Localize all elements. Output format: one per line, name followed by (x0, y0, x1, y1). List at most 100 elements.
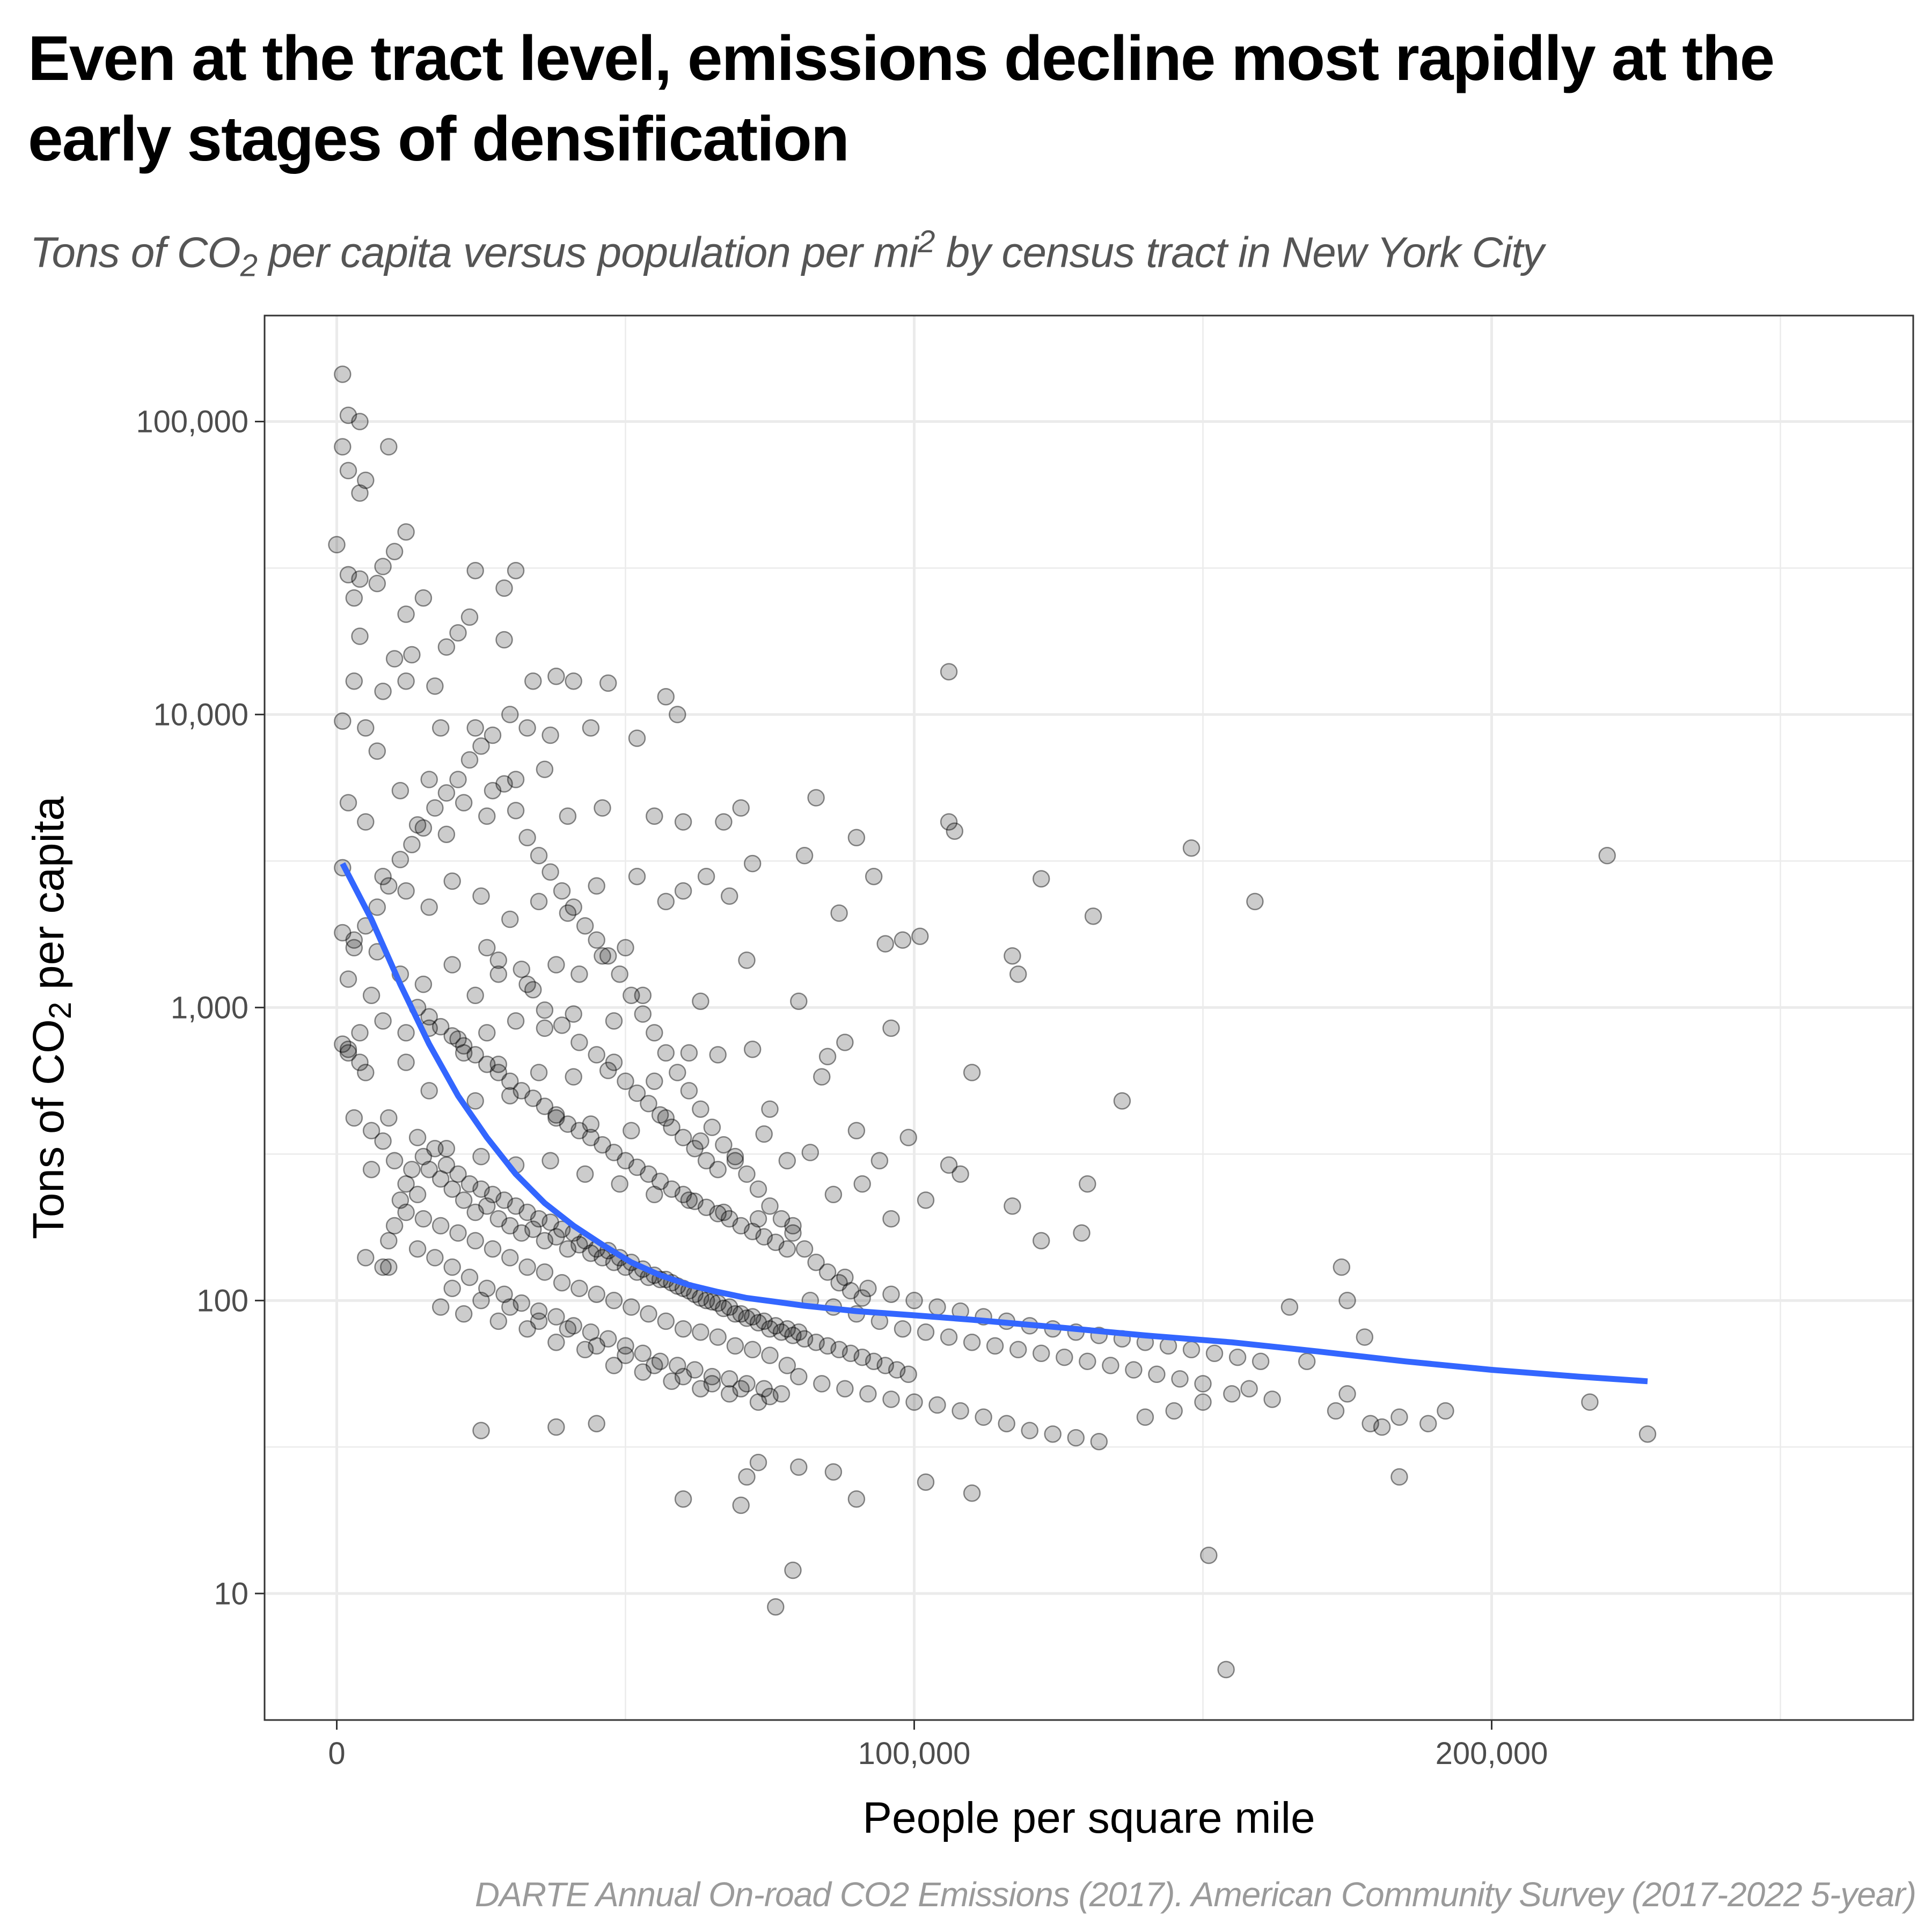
data-point (697, 1152, 715, 1170)
data-point (513, 1082, 531, 1100)
data-point (501, 706, 519, 723)
data-point (460, 1268, 479, 1286)
data-point (680, 1191, 698, 1209)
data-point (420, 1008, 438, 1026)
data-point (455, 1191, 473, 1209)
data-point (374, 1012, 392, 1030)
y-tick-label: 100,000 (136, 404, 248, 439)
data-point (1333, 1258, 1351, 1276)
data-point (530, 892, 548, 911)
data-point (541, 1152, 559, 1170)
data-point (345, 931, 363, 949)
data-point (565, 898, 582, 916)
data-point (697, 1198, 715, 1216)
data-point (1113, 1092, 1131, 1110)
data-point (570, 1236, 588, 1254)
data-points (328, 365, 1657, 1679)
data-point (466, 1232, 484, 1250)
data-point (484, 781, 502, 800)
data-point (1246, 892, 1264, 911)
data-point (380, 877, 398, 895)
data-point (755, 1312, 773, 1330)
data-point (380, 1232, 398, 1250)
data-point (397, 523, 415, 541)
data-point (720, 1298, 738, 1316)
data-point (420, 1082, 438, 1100)
data-point (623, 1122, 640, 1140)
data-point (582, 719, 600, 737)
data-point (876, 935, 894, 953)
data-point (495, 775, 513, 793)
data-point (767, 1598, 785, 1616)
data-point (547, 1418, 565, 1436)
data-point (530, 1302, 548, 1320)
data-point (795, 1240, 814, 1258)
data-point (414, 975, 433, 993)
data-point (726, 1337, 744, 1355)
data-point (518, 829, 536, 847)
data-point (443, 1279, 461, 1297)
data-point (732, 1305, 750, 1323)
data-point (611, 965, 628, 983)
data-point (738, 952, 756, 969)
data-point (559, 807, 577, 825)
data-point (1182, 1341, 1201, 1359)
y-axis: 10 100 1,000 10,000 100,000 (136, 404, 265, 1611)
data-point (1090, 1432, 1108, 1451)
data-point (628, 729, 646, 747)
y-tick-label: 1,000 (171, 990, 248, 1025)
data-point (894, 931, 912, 949)
data-point (836, 1034, 854, 1051)
data-point (437, 825, 456, 843)
data-point (726, 1147, 744, 1166)
data-point (888, 1361, 906, 1379)
data-point (513, 1294, 531, 1312)
data-point (847, 1490, 866, 1508)
data-point (518, 1203, 536, 1221)
data-point (460, 1175, 479, 1193)
data-point (385, 1152, 404, 1170)
data-point (414, 819, 433, 837)
data-point (501, 1072, 519, 1091)
data-point (547, 1109, 565, 1127)
data-point (431, 719, 450, 737)
data-point (1067, 1429, 1085, 1447)
data-point (570, 965, 588, 983)
data-point (1182, 839, 1201, 857)
data-point (749, 1180, 767, 1198)
data-point (703, 1367, 721, 1386)
data-point (669, 706, 686, 723)
data-point (709, 1046, 727, 1064)
data-point (408, 1185, 427, 1204)
data-point (408, 816, 427, 834)
data-point (449, 771, 467, 788)
data-point (420, 771, 438, 788)
data-point (1125, 1361, 1143, 1379)
data-point (778, 1240, 796, 1258)
data-point (709, 1294, 727, 1312)
data-point (709, 1160, 727, 1179)
data-point (865, 1352, 883, 1370)
data-point (749, 1453, 767, 1472)
data-point (836, 1268, 854, 1286)
data-point (830, 904, 848, 922)
data-point (709, 1328, 727, 1346)
data-point (391, 1191, 409, 1209)
data-point (553, 882, 571, 900)
data-point (536, 1263, 554, 1281)
data-point (1263, 1391, 1281, 1408)
data-point (594, 1136, 611, 1154)
data-point (628, 1084, 646, 1102)
data-point (836, 1380, 854, 1397)
data-point (1217, 1660, 1235, 1679)
data-point (426, 1249, 444, 1267)
data-point (484, 1240, 502, 1258)
data-point (738, 1375, 756, 1393)
data-point (345, 1109, 363, 1127)
data-point (339, 794, 357, 812)
data-point (374, 1132, 392, 1150)
data-point (478, 1197, 496, 1215)
data-point (692, 1380, 709, 1397)
subtitle-part: per capita versus population per mi (257, 228, 918, 276)
data-point (1298, 1352, 1316, 1370)
